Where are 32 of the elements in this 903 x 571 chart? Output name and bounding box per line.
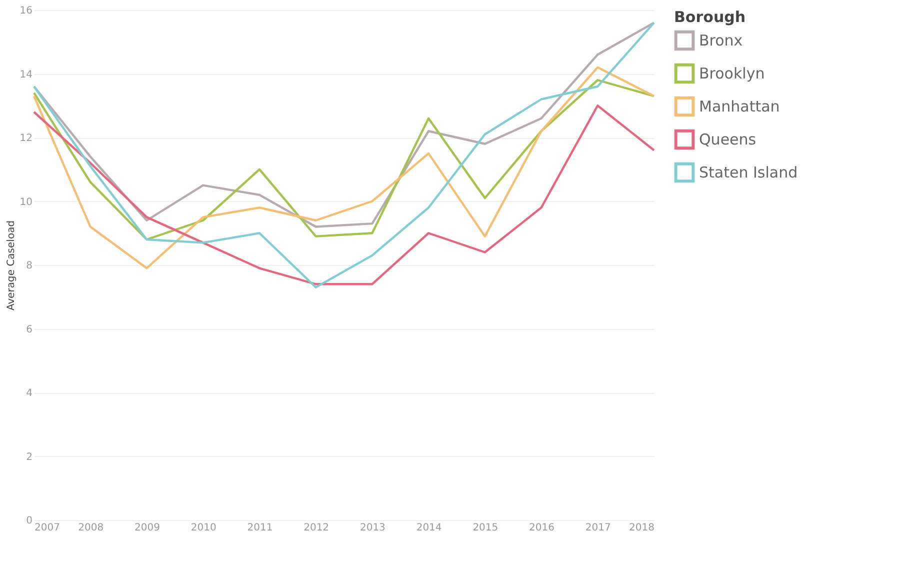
y-tick-label: 0 bbox=[26, 516, 32, 526]
x-tick-label: 2007 bbox=[34, 522, 60, 534]
x-tick-label: 2011 bbox=[247, 522, 273, 534]
x-tick-label: 2017 bbox=[585, 522, 611, 534]
line-series bbox=[32, 104, 656, 286]
x-tick-label: 2015 bbox=[472, 522, 498, 534]
y-tick-label: 14 bbox=[20, 69, 32, 80]
x-tick-label: 2012 bbox=[304, 522, 330, 534]
legend-label: Brooklyn bbox=[699, 64, 765, 82]
legend-label: Staten Island bbox=[699, 164, 798, 182]
x-tick-label: 2010 bbox=[190, 522, 216, 534]
legend-title: Borough bbox=[674, 8, 746, 26]
legend-label: Manhattan bbox=[699, 98, 780, 116]
y-tick-label: 16 bbox=[20, 6, 32, 16]
y-tick-label: 12 bbox=[20, 133, 32, 144]
legend-label: Queens bbox=[699, 130, 756, 148]
x-tick-label: 2016 bbox=[529, 522, 554, 534]
y-tick-label: 8 bbox=[26, 260, 32, 272]
x-tick-label: 2014 bbox=[416, 522, 442, 534]
y-tick-label: 4 bbox=[26, 388, 32, 399]
y-tick-label: 2 bbox=[26, 452, 32, 463]
line-series bbox=[32, 66, 656, 270]
x-tick-label: 2009 bbox=[134, 522, 160, 534]
x-tick-label: 2008 bbox=[78, 522, 104, 534]
y-axis-title: Average Caseload bbox=[6, 220, 17, 311]
x-tick-label: 2018 bbox=[629, 522, 654, 534]
legend-label: Bronx bbox=[699, 32, 743, 50]
line-series bbox=[32, 22, 656, 288]
y-tick-label: 6 bbox=[26, 324, 32, 336]
line-series bbox=[32, 79, 656, 241]
x-tick-label: 2013 bbox=[360, 522, 386, 534]
y-tick-label: 10 bbox=[20, 196, 32, 208]
